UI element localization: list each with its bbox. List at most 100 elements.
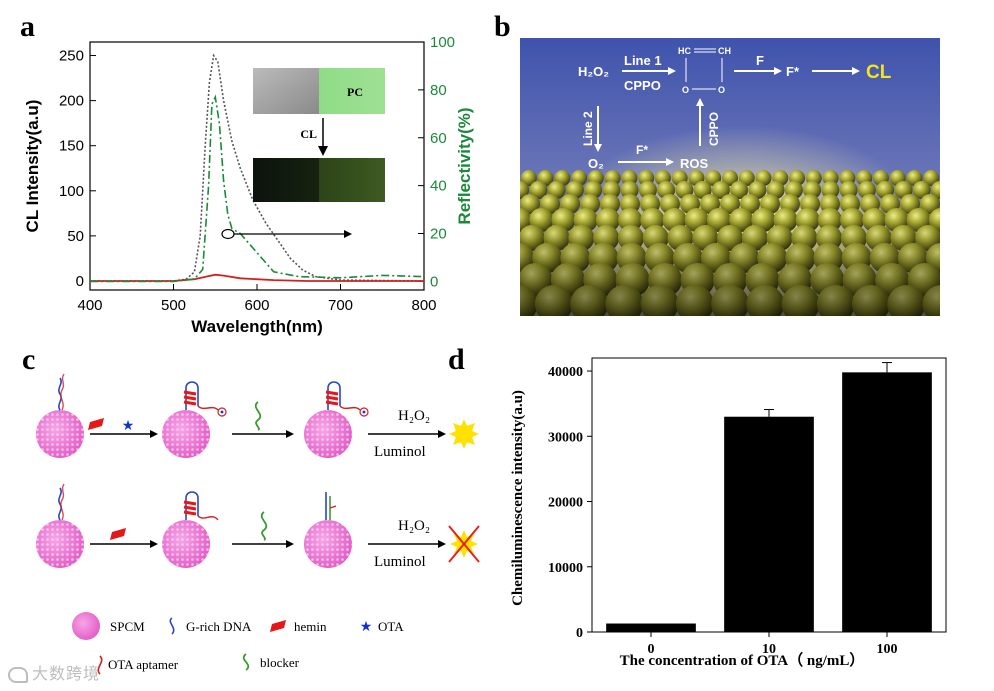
panel-a-spectrum-chart: 0 50 100 150 200 250 0 20 40 60 80 100 400 500 600 70…: [23, 34, 474, 336]
spcm-legend-icon: [72, 612, 100, 640]
hemin-icon: [110, 528, 126, 540]
bar-100: [842, 372, 932, 632]
cl-label: CL: [866, 62, 892, 83]
pc-sphere: [520, 170, 537, 186]
hemin-legend-icon: [270, 620, 286, 632]
f-label: F: [756, 53, 764, 68]
spcm-sphere: [162, 491, 219, 568]
series-line-2: [90, 273, 424, 282]
bar-0: [606, 623, 696, 632]
y2-tick-label: 40: [430, 178, 447, 195]
legend-ota: OTA: [378, 619, 404, 634]
spcm-sphere: [36, 483, 84, 568]
f-star-label: F*: [786, 64, 800, 79]
pc-sphere: [912, 181, 931, 199]
f-star-mid-label: F*: [636, 143, 648, 157]
g-rich-dna-legend-icon: [169, 617, 175, 635]
watermark-logo-icon: [8, 666, 28, 683]
y-tick-label: 100: [59, 183, 84, 200]
ota-star-icon: ★: [122, 417, 135, 433]
line1-label: Line 1: [624, 53, 662, 68]
y-tick-label: 200: [59, 93, 84, 110]
ros-label: ROS: [680, 156, 709, 171]
ch-label: CH: [718, 46, 731, 56]
pc-sphere: [820, 194, 840, 214]
y2-tick-label: 80: [430, 82, 447, 99]
hemin-icon: [88, 418, 104, 430]
y2-tick-label: 60: [430, 130, 447, 147]
o2-label: O₂: [588, 156, 604, 171]
luminol-top-label: Luminol: [374, 444, 426, 460]
panel-letter-a: a: [20, 10, 35, 43]
y-axis-label: CL Intensity(a.u): [23, 100, 42, 233]
y-axis-label: Chemiluminescence intensity(a.u): [510, 390, 526, 606]
inset-pointer-arrow: [221, 228, 352, 240]
panel-d-bar-chart: 0 10000 20000 30000 40000 0 10 100 Chemilumine…: [510, 357, 947, 669]
series-line-1: [90, 53, 425, 282]
pc-sphere: [620, 181, 639, 199]
bar-10: [724, 416, 814, 632]
ota-legend-icon: ★: [360, 618, 373, 634]
luminol-bottom-label: Luminol: [374, 554, 426, 570]
legend-g-rich: G-rich DNA: [186, 619, 252, 634]
x-tick-label: 600: [244, 297, 269, 314]
o-left-label: O: [682, 85, 689, 95]
ota-aptamer-legend-icon: [97, 655, 103, 675]
y-tick-label: 0: [76, 273, 84, 290]
panel-letter-c: c: [22, 343, 36, 376]
inset-photo: PC CL: [253, 68, 385, 202]
y2-tick-label: 100: [430, 34, 455, 51]
sun-burst-icon: [449, 419, 479, 449]
pc-sphere: [923, 170, 940, 186]
blocker-icon: [254, 401, 262, 431]
legend-hemin: hemin: [294, 619, 327, 634]
pc-sphere: [529, 181, 548, 199]
spcm-sphere: [304, 492, 352, 568]
y-tick-label: 0: [576, 626, 583, 641]
x-tick-label: 10: [762, 642, 776, 657]
pc-sphere: [520, 194, 540, 214]
inset-pc-label: PC: [347, 85, 363, 99]
cppo-vertical-label: CPPO: [707, 112, 721, 146]
legend-ota-aptamer: OTA aptamer: [108, 657, 179, 672]
row-1-with-ota: ★ H₂O₂ Luminol: [36, 373, 479, 460]
line2-label: Line 2: [581, 111, 595, 146]
panel-b-mechanism-scene: H₂O₂ Line 1 CPPO HC CH O O F F* CL Line …: [520, 38, 940, 316]
x-tick-label: 400: [77, 297, 102, 314]
pc-sphere: [920, 194, 940, 214]
y-tick-label: 10000: [548, 561, 583, 576]
x-tick-label: 100: [877, 642, 898, 657]
legend: SPCM G-rich DNA hemin ★ OTA OTA aptamer …: [72, 612, 404, 675]
pc-sphere: [722, 170, 738, 186]
y2-tick-label: 0: [430, 273, 438, 290]
pc-sphere: [720, 194, 740, 214]
panel-c-assay-scheme: ★ H₂O₂ Luminol: [36, 373, 480, 675]
hc-label: HC: [678, 46, 691, 56]
h2o2-top-label: H₂O₂: [398, 408, 430, 424]
blocker-icon: [260, 511, 268, 541]
inset-cl-label: CL: [300, 127, 317, 141]
spcm-sphere: [162, 381, 227, 458]
pc-sphere: [520, 181, 530, 199]
panel-letter-b: b: [494, 10, 511, 43]
watermark-text: 大数跨境: [32, 666, 101, 683]
pc-sphere: [620, 194, 640, 214]
x-tick-label: 700: [328, 297, 353, 314]
spcm-sphere: [36, 373, 84, 458]
panel-letter-d: d: [448, 343, 465, 376]
o-right-label: O: [718, 85, 725, 95]
y2-tick-label: 20: [430, 226, 447, 243]
watermark: 大数跨境: [8, 660, 100, 684]
blocker-legend-icon: [242, 653, 250, 671]
series-line-3: [90, 94, 425, 283]
pc-sphere: [730, 181, 749, 199]
x-tick-label: 500: [161, 297, 186, 314]
spcm-sphere: [304, 381, 369, 458]
crossed-burst-icon: [448, 525, 480, 563]
x-axis-label: Wavelength(nm): [191, 317, 323, 336]
row-2-without-ota: H₂O₂ Luminol: [36, 483, 480, 570]
pc-sphere: [821, 181, 840, 199]
y-tick-label: 250: [59, 48, 84, 65]
pc-sphere: [711, 181, 730, 199]
pc-sphere: [930, 181, 940, 199]
